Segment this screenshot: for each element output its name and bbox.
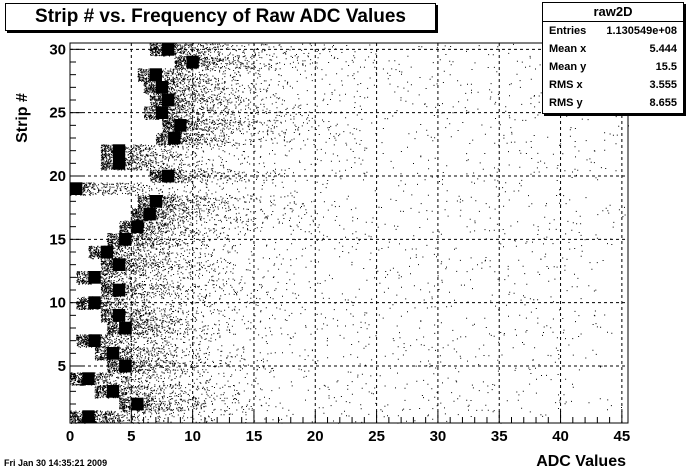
peak-cell (88, 334, 101, 347)
peak-cell (112, 283, 126, 297)
y-tick-label: 15 (49, 231, 66, 248)
peak-cell (168, 131, 181, 145)
stats-row: Entries 1.130549e+08 (543, 22, 683, 40)
stats-name: raw2D (543, 3, 683, 22)
stats-label: Mean x (549, 43, 587, 55)
stats-row: Mean x 5.444 (543, 40, 683, 58)
peak-cell (70, 182, 83, 195)
x-tick-label: 10 (184, 428, 201, 445)
grid-lines (70, 43, 628, 423)
peak-cell (143, 207, 156, 221)
stats-row: RMS x 3.555 (543, 76, 683, 94)
stats-value: 1.130549e+08 (606, 25, 677, 37)
peak-cell (112, 309, 126, 322)
x-tick-label: 0 (66, 428, 74, 445)
x-tick-label: 20 (307, 428, 324, 445)
x-tick-label: 30 (430, 428, 447, 445)
y-tick-label: 20 (49, 168, 66, 185)
peak-cell (106, 385, 120, 398)
peak-cell (112, 258, 126, 271)
peak-cell (162, 93, 175, 107)
stats-value: 5.444 (649, 43, 677, 55)
x-tick-label: 5 (127, 428, 135, 445)
peak-cell (149, 195, 162, 208)
footer-timestamp: Fri Jan 30 14:35:21 2009 (4, 458, 108, 468)
x-tick-label: 25 (368, 428, 385, 445)
stats-label: Entries (549, 25, 587, 37)
peak-cell (82, 372, 95, 385)
stats-box: raw2D Entries 1.130549e+08 Mean x 5.444 Me… (542, 2, 684, 114)
y-tick-label: 5 (58, 358, 66, 375)
peak-cell (149, 68, 162, 81)
stats-label: RMS x (549, 79, 583, 91)
y-axis-label: Strip # (14, 93, 31, 143)
stats-row: Mean y 15.5 (543, 58, 683, 76)
stats-value: 8.655 (649, 97, 677, 109)
peak-cell (100, 245, 113, 259)
y-tick-label: 25 (49, 105, 66, 122)
x-tick-label: 15 (246, 428, 263, 445)
peak-cell (174, 119, 187, 132)
y-tick-label: 30 (49, 41, 66, 58)
y-axis-label-wrap: Strip # (13, 93, 33, 143)
x-axis-label: ADC Values (536, 453, 626, 470)
peak-cell (119, 321, 132, 335)
peak-cell (131, 397, 144, 411)
chart-title: Strip # vs. Frequency of Raw ADC Values (35, 6, 406, 27)
x-tick-label: 45 (614, 428, 631, 445)
stats-label: RMS y (549, 97, 583, 109)
stats-value: 15.5 (655, 61, 677, 73)
plot-frame (69, 42, 629, 424)
x-tick-label: 40 (552, 428, 569, 445)
peak-cell (112, 144, 126, 157)
peak-cell (88, 271, 101, 284)
stats-row: RMS y 8.655 (543, 94, 683, 112)
peak-cell (131, 220, 144, 233)
peak-cell (82, 410, 95, 423)
peak-cell (106, 347, 120, 360)
peak-cell (155, 81, 169, 94)
tick-labels: 0 5 10 15 20 25 30 35 40 45 5 10 15 20 25 30 (49, 41, 630, 445)
axis-ticks (69, 48, 623, 423)
stats-value: 3.555 (649, 79, 677, 91)
y-tick-label: 10 (49, 295, 66, 312)
chart-title-box: Strip # vs. Frequency of Raw ADC Values (5, 3, 436, 31)
stats-label: Mean y (549, 61, 587, 73)
peak-cell (112, 157, 126, 170)
x-tick-label: 35 (491, 428, 508, 445)
